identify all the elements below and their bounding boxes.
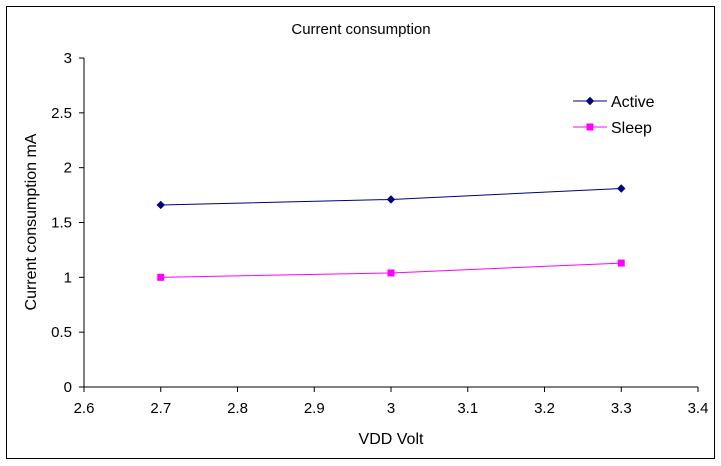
data-point-active [617, 184, 626, 193]
x-tick-label: 2.7 [150, 400, 171, 417]
x-tick-label: 3 [387, 400, 395, 417]
x-tick-label: 2.9 [304, 400, 325, 417]
x-tick-label: 3.2 [534, 400, 555, 417]
chart-frame [6, 6, 715, 459]
legend-marker-active [585, 96, 595, 106]
x-tick-label: 2.6 [74, 400, 95, 417]
legend-label-sleep: Sleep [611, 120, 652, 137]
x-tick-label: 3.3 [611, 400, 632, 417]
data-point-sleep [387, 269, 395, 277]
y-tick-label: 0.5 [51, 324, 72, 341]
y-axis-title: Current consumption mA [23, 133, 40, 310]
data-point-active [386, 195, 396, 204]
y-tick-label: 2 [64, 160, 72, 177]
x-tick-label: 3.4 [688, 400, 709, 417]
chart-title: Current consumption [291, 21, 430, 38]
x-axis-title: VDD Volt [359, 431, 424, 448]
data-point-sleep [617, 259, 625, 267]
y-tick-label: 2.5 [51, 105, 72, 122]
plot-area: 0 0.5 1 1.5 2 2.5 3 2.6 2.7 2.8 2.9 3 3.1 3.2 3.3 3.4 Ac… [51, 50, 708, 417]
legend-label-active: Active [611, 94, 655, 111]
legend-marker-sleep [586, 123, 594, 131]
data-point-active [156, 200, 165, 210]
y-tick-label: 1 [64, 269, 72, 286]
data-point-sleep [157, 273, 165, 281]
x-tick-label: 2.8 [227, 400, 248, 417]
x-tick-label: 3.1 [457, 400, 478, 417]
y-tick-label: 0 [64, 379, 72, 396]
y-tick-label: 1.5 [51, 215, 72, 232]
y-tick-label: 3 [64, 50, 72, 67]
